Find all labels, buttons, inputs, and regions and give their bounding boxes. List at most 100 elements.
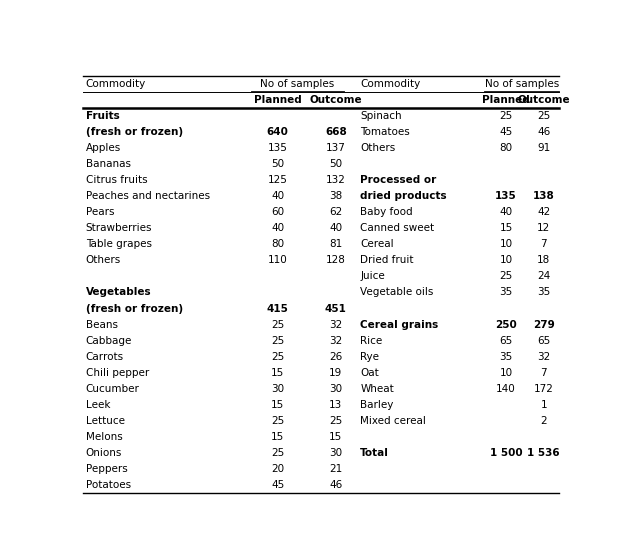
Text: 668: 668 bbox=[325, 127, 347, 137]
Text: Leek: Leek bbox=[86, 400, 110, 410]
Text: Cabbage: Cabbage bbox=[86, 335, 132, 345]
Text: 135: 135 bbox=[495, 191, 517, 201]
Text: Cereal: Cereal bbox=[360, 239, 394, 249]
Text: 46: 46 bbox=[329, 480, 342, 490]
Text: Beans: Beans bbox=[86, 320, 118, 330]
Text: Vegetables: Vegetables bbox=[86, 287, 151, 297]
Text: No of samples: No of samples bbox=[260, 79, 335, 89]
Text: (fresh or frozen): (fresh or frozen) bbox=[86, 304, 183, 314]
Text: Fruits: Fruits bbox=[86, 111, 119, 121]
Text: (fresh or frozen): (fresh or frozen) bbox=[86, 127, 183, 137]
Text: 10: 10 bbox=[500, 255, 512, 266]
Text: 140: 140 bbox=[496, 384, 516, 394]
Text: Baby food: Baby food bbox=[360, 207, 413, 217]
Text: 35: 35 bbox=[499, 287, 513, 297]
Text: 25: 25 bbox=[499, 272, 513, 281]
Text: 415: 415 bbox=[266, 304, 288, 314]
Text: 81: 81 bbox=[329, 239, 342, 249]
Text: 32: 32 bbox=[537, 352, 551, 362]
Text: Tomatoes: Tomatoes bbox=[360, 127, 410, 137]
Text: Planned: Planned bbox=[482, 95, 530, 105]
Text: 24: 24 bbox=[537, 272, 551, 281]
Text: Commodity: Commodity bbox=[360, 79, 421, 89]
Text: 62: 62 bbox=[329, 207, 342, 217]
Text: Peppers: Peppers bbox=[86, 464, 127, 474]
Text: Outcome: Outcome bbox=[517, 95, 570, 105]
Text: 10: 10 bbox=[500, 239, 512, 249]
Text: 25: 25 bbox=[271, 335, 284, 345]
Text: 128: 128 bbox=[326, 255, 346, 266]
Text: 42: 42 bbox=[537, 207, 551, 217]
Text: 40: 40 bbox=[271, 191, 284, 201]
Text: Chili pepper: Chili pepper bbox=[86, 368, 149, 378]
Text: Melons: Melons bbox=[86, 432, 122, 442]
Text: Pears: Pears bbox=[86, 207, 114, 217]
Text: 40: 40 bbox=[329, 223, 342, 233]
Text: 21: 21 bbox=[329, 464, 342, 474]
Text: Planned: Planned bbox=[254, 95, 302, 105]
Text: 50: 50 bbox=[329, 159, 342, 169]
Text: 25: 25 bbox=[499, 111, 513, 121]
Text: 25: 25 bbox=[271, 352, 284, 362]
Text: Cereal grains: Cereal grains bbox=[360, 320, 438, 330]
Text: Rye: Rye bbox=[360, 352, 379, 362]
Text: Outcome: Outcome bbox=[310, 95, 362, 105]
Text: 137: 137 bbox=[326, 143, 346, 153]
Text: Barley: Barley bbox=[360, 400, 394, 410]
Text: Wheat: Wheat bbox=[360, 384, 394, 394]
Text: 35: 35 bbox=[537, 287, 551, 297]
Text: 25: 25 bbox=[329, 416, 342, 426]
Text: 12: 12 bbox=[537, 223, 551, 233]
Text: 7: 7 bbox=[540, 239, 547, 249]
Text: Bananas: Bananas bbox=[86, 159, 130, 169]
Text: 2: 2 bbox=[540, 416, 547, 426]
Text: 1: 1 bbox=[540, 400, 547, 410]
Text: 32: 32 bbox=[329, 335, 342, 345]
Text: 125: 125 bbox=[268, 175, 288, 185]
Text: 80: 80 bbox=[271, 239, 284, 249]
Text: Rice: Rice bbox=[360, 335, 382, 345]
Text: Carrots: Carrots bbox=[86, 352, 124, 362]
Text: 15: 15 bbox=[271, 432, 284, 442]
Text: 15: 15 bbox=[329, 432, 342, 442]
Text: Mixed cereal: Mixed cereal bbox=[360, 416, 426, 426]
Text: 15: 15 bbox=[271, 400, 284, 410]
Text: 135: 135 bbox=[268, 143, 288, 153]
Text: 60: 60 bbox=[271, 207, 284, 217]
Text: 132: 132 bbox=[326, 175, 346, 185]
Text: 250: 250 bbox=[495, 320, 517, 330]
Text: 15: 15 bbox=[499, 223, 513, 233]
Text: Apples: Apples bbox=[86, 143, 121, 153]
Text: Total: Total bbox=[360, 448, 389, 458]
Text: 20: 20 bbox=[271, 464, 284, 474]
Text: Others: Others bbox=[86, 255, 121, 266]
Text: Juice: Juice bbox=[360, 272, 385, 281]
Text: 7: 7 bbox=[540, 368, 547, 378]
Text: Dried fruit: Dried fruit bbox=[360, 255, 414, 266]
Text: 50: 50 bbox=[271, 159, 284, 169]
Text: 91: 91 bbox=[537, 143, 551, 153]
Text: 19: 19 bbox=[329, 368, 342, 378]
Text: dried products: dried products bbox=[360, 191, 447, 201]
Text: 110: 110 bbox=[268, 255, 287, 266]
Text: 40: 40 bbox=[500, 207, 512, 217]
Text: Spinach: Spinach bbox=[360, 111, 402, 121]
Text: 451: 451 bbox=[325, 304, 347, 314]
Text: 1 536: 1 536 bbox=[527, 448, 560, 458]
Text: 25: 25 bbox=[271, 320, 284, 330]
Text: 279: 279 bbox=[533, 320, 554, 330]
Text: 45: 45 bbox=[271, 480, 284, 490]
Text: 80: 80 bbox=[500, 143, 512, 153]
Text: 15: 15 bbox=[271, 368, 284, 378]
Text: 65: 65 bbox=[537, 335, 551, 345]
Text: 32: 32 bbox=[329, 320, 342, 330]
Text: 1 500: 1 500 bbox=[490, 448, 522, 458]
Text: Oat: Oat bbox=[360, 368, 379, 378]
Text: 25: 25 bbox=[271, 448, 284, 458]
Text: 30: 30 bbox=[329, 384, 342, 394]
Text: Canned sweet: Canned sweet bbox=[360, 223, 435, 233]
Text: Citrus fruits: Citrus fruits bbox=[86, 175, 147, 185]
Text: Peaches and nectarines: Peaches and nectarines bbox=[86, 191, 210, 201]
Text: 45: 45 bbox=[499, 127, 513, 137]
Text: Potatoes: Potatoes bbox=[86, 480, 131, 490]
